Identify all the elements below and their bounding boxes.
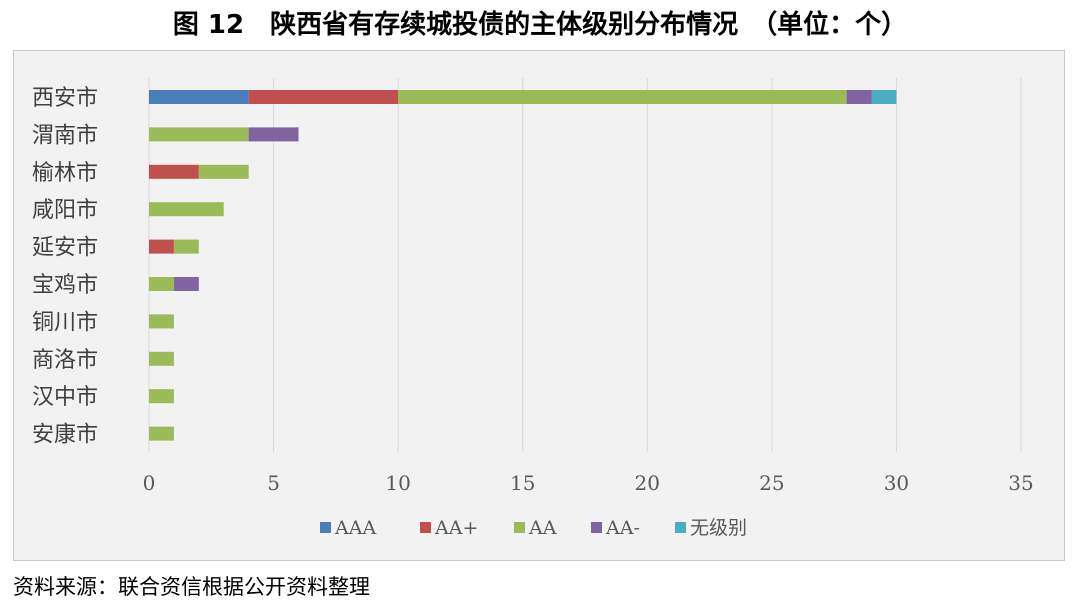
x-tick-label: 20 — [635, 471, 660, 495]
bar-segment — [248, 90, 399, 104]
legend-swatch — [514, 522, 525, 533]
x-tick-label: 15 — [510, 471, 535, 495]
legend-swatch — [320, 522, 331, 533]
bar-segment — [173, 239, 199, 254]
bar-segment — [149, 314, 174, 329]
legend-swatch — [420, 522, 431, 533]
category-label: 宝鸡市 — [32, 273, 98, 298]
bar-segment — [248, 127, 299, 142]
category-label: 延安市 — [32, 236, 98, 261]
category-label: 铜川市 — [32, 310, 98, 335]
category-label: 汉中市 — [32, 385, 98, 410]
category-label: 渭南市 — [32, 123, 98, 148]
bar-segment — [149, 426, 174, 441]
bar-segment — [173, 277, 199, 291]
x-tick-label: 0 — [143, 471, 156, 495]
category-label: 安康市 — [32, 423, 98, 448]
bar-segment — [149, 239, 174, 254]
category-label: 西安市 — [32, 86, 98, 111]
bar-segment — [149, 127, 249, 142]
legend-label: AA — [528, 517, 557, 539]
category-label: 商洛市 — [32, 348, 98, 373]
legend-label: AA+ — [434, 517, 478, 539]
bar-segment — [149, 351, 174, 366]
bar-segment — [398, 90, 847, 104]
chart-title: 图 12 陕西省有存续城投债的主体级别分布情况 （单位：个） — [172, 10, 908, 40]
legend-label: AA- — [605, 517, 640, 539]
x-tick-label: 35 — [1008, 471, 1033, 495]
bar-segment — [149, 389, 174, 404]
x-tick-label: 5 — [267, 471, 280, 495]
bar-segment — [846, 90, 872, 104]
legend-label: AAA — [334, 517, 376, 539]
x-tick-label: 25 — [759, 471, 784, 495]
x-tick-label: 30 — [884, 471, 909, 495]
bar-segment — [149, 202, 224, 217]
source-note: 资料来源：联合资信根据公开资料整理 — [13, 575, 370, 599]
legend-swatch — [591, 522, 602, 533]
bar-segment — [149, 164, 199, 179]
bar-segment — [149, 277, 174, 291]
category-label: 咸阳市 — [32, 198, 98, 223]
legend-swatch — [675, 522, 686, 533]
legend-label: 无级别 — [690, 517, 747, 539]
bar-segment — [871, 90, 897, 104]
bar-segment — [149, 90, 249, 104]
bar-segment — [198, 164, 249, 179]
x-tick-label: 10 — [385, 471, 410, 495]
category-label: 榆林市 — [32, 161, 98, 186]
